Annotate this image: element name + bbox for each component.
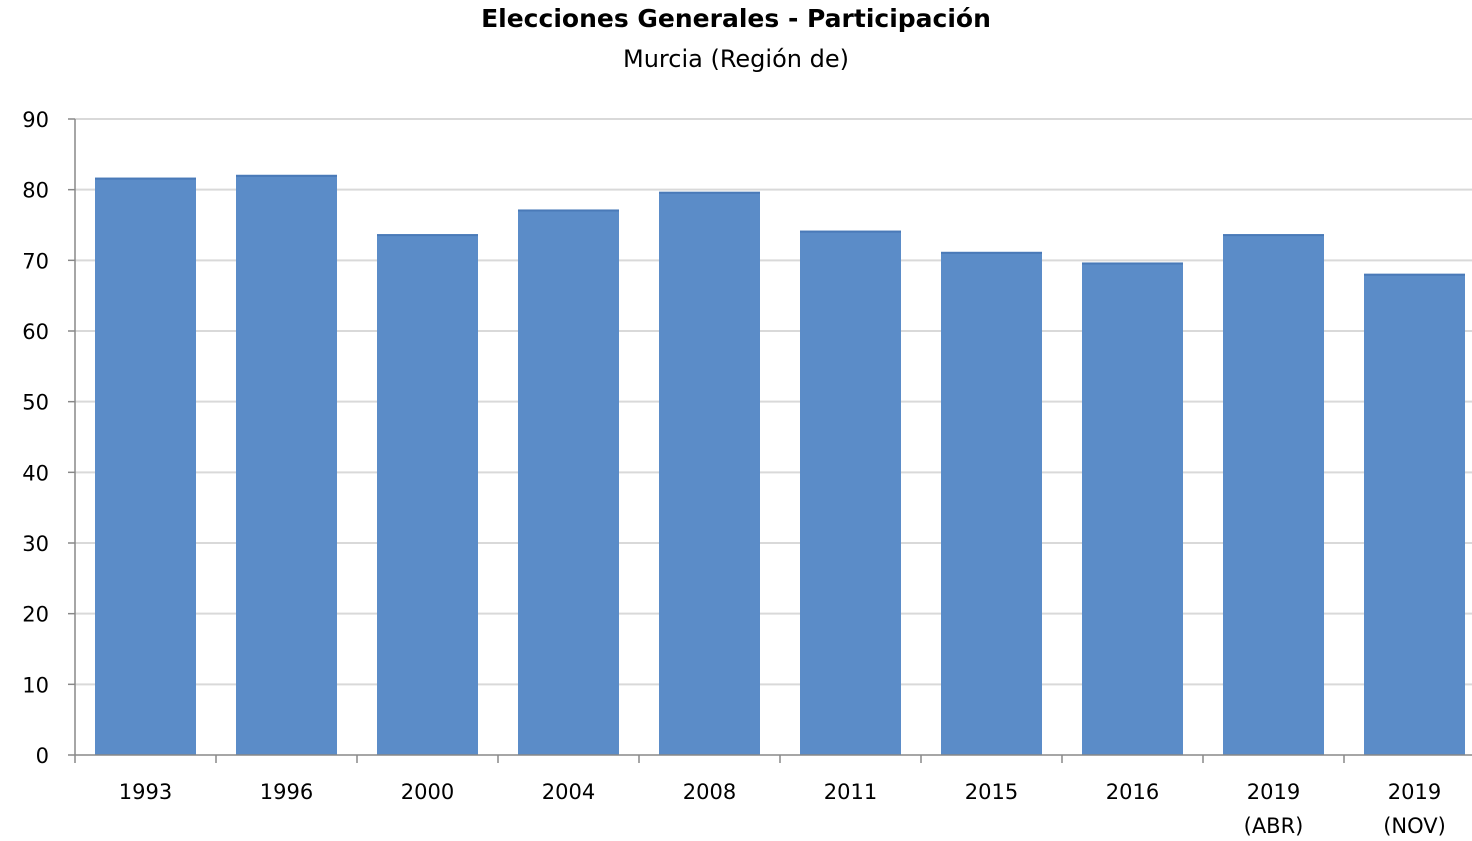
bar [1223, 234, 1324, 756]
x-tick-label: (ABR) [1244, 814, 1304, 838]
y-tick-label: 80 [22, 179, 49, 203]
y-tick-label: 40 [22, 461, 49, 485]
y-tick-label: 90 [22, 108, 49, 132]
tick-labels: 0 10 20 30 40 50 60 70 80 90 1993 1996 2000 2004 2008 2… [22, 108, 1446, 838]
y-tick-label: 60 [22, 320, 49, 344]
y-tick-label: 50 [22, 391, 49, 415]
x-tick-label: 1996 [260, 780, 313, 804]
y-tick-label: 0 [36, 744, 49, 768]
y-tick-label: 10 [22, 673, 49, 697]
x-tick-label: 2019 [1247, 780, 1300, 804]
bar [800, 230, 901, 756]
bar [377, 234, 478, 756]
x-tick-label: (NOV) [1383, 814, 1446, 838]
bar [95, 177, 196, 756]
y-tick-label: 20 [22, 603, 49, 627]
x-tick-label: 2019 [1388, 780, 1441, 804]
x-tick-label: 2015 [965, 780, 1018, 804]
bar [659, 191, 760, 755]
x-tick-label: 2008 [683, 780, 736, 804]
y-tick-label: 30 [22, 532, 49, 556]
chart-subtitle: Murcia (Región de) [623, 45, 849, 73]
bar [518, 209, 619, 755]
bars [95, 174, 1465, 756]
x-tick-label: 2004 [542, 780, 595, 804]
bar [236, 174, 337, 755]
x-tick-label: 2016 [1106, 780, 1159, 804]
bar [1082, 262, 1183, 755]
bar [1364, 273, 1465, 755]
chart-title: Elecciones Generales - Participación [481, 4, 991, 33]
x-tick-label: 2011 [824, 780, 877, 804]
bar [941, 251, 1042, 755]
x-tick-label: 1993 [119, 780, 172, 804]
axes [68, 118, 1472, 763]
y-tick-label: 70 [22, 249, 49, 273]
x-tick-label: 2000 [401, 780, 454, 804]
